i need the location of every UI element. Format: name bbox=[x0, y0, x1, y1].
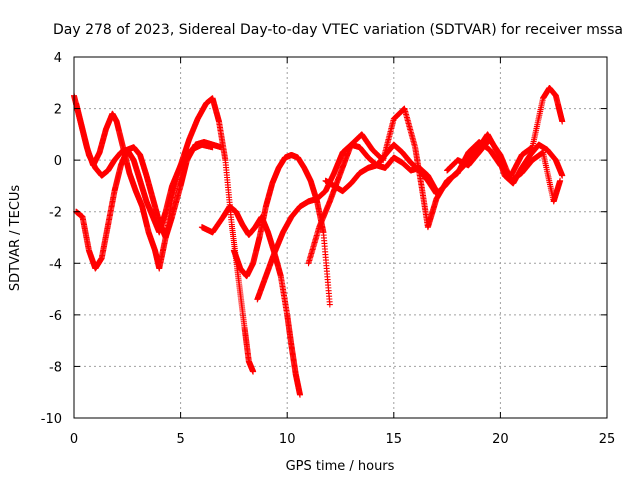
x-tick-label: 10 bbox=[279, 432, 296, 447]
x-tick-label: 15 bbox=[386, 432, 403, 447]
y-tick-label: -2 bbox=[49, 206, 62, 221]
plot-frame bbox=[73, 56, 608, 419]
axis-ticks bbox=[73, 56, 608, 419]
data-point bbox=[250, 368, 257, 375]
series-track-7 bbox=[305, 84, 566, 267]
y-tick-labels: -10 -8 -6 -4 -2 0 2 4 bbox=[41, 51, 62, 427]
y-tick-label: 2 bbox=[54, 103, 62, 118]
y-tick-label: 0 bbox=[54, 154, 62, 169]
series-track-2 bbox=[73, 100, 216, 236]
data-point bbox=[326, 301, 333, 308]
chart-title: Day 278 of 2023, Sidereal Day-to-day VTE… bbox=[53, 22, 623, 38]
data-point bbox=[218, 144, 225, 151]
y-tick-label: 4 bbox=[54, 51, 62, 66]
x-tick-label: 0 bbox=[70, 432, 78, 447]
y-tick-label: -8 bbox=[49, 360, 62, 375]
x-tick-label: 25 bbox=[599, 432, 616, 447]
y-tick-label: -4 bbox=[49, 257, 62, 272]
x-axis-title: GPS time / hours bbox=[286, 459, 395, 474]
y-axis-title: SDTVAR / TECUs bbox=[8, 185, 23, 292]
x-tick-label: 20 bbox=[492, 432, 509, 447]
y-tick-label: -6 bbox=[49, 309, 62, 324]
x-tick-label: 5 bbox=[176, 432, 184, 447]
y-tick-label: -10 bbox=[41, 412, 62, 427]
grid bbox=[74, 57, 607, 418]
series-track-3 bbox=[73, 139, 225, 272]
data-points bbox=[71, 84, 566, 398]
x-tick-labels: 0 5 10 15 20 25 bbox=[70, 432, 615, 447]
